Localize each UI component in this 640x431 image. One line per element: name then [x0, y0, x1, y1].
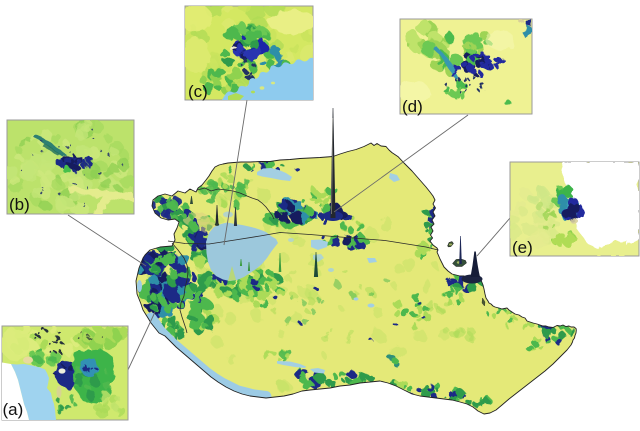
svg-text:(e): (e): [512, 238, 533, 257]
svg-text:(b): (b): [9, 195, 30, 214]
svg-text:(a): (a): [3, 400, 24, 419]
svg-text:(d): (d): [402, 97, 423, 116]
svg-text:(c): (c): [188, 82, 208, 101]
